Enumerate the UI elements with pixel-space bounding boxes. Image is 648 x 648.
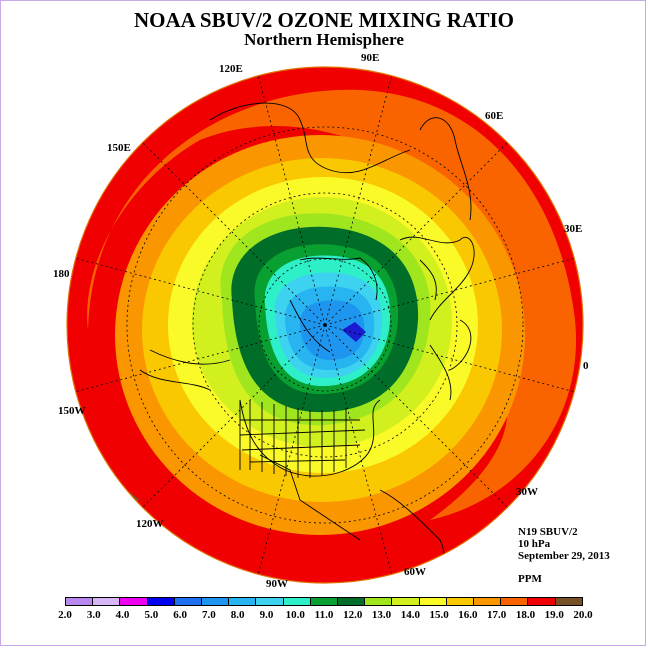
colorbar-tick-label: 11.0 bbox=[314, 609, 334, 621]
colorbar-swatch bbox=[283, 598, 311, 605]
lon-label-30w: 30W bbox=[516, 486, 538, 498]
colorbar-tick-label: 4.0 bbox=[115, 609, 130, 621]
contour-band-5-6-max bbox=[342, 322, 366, 342]
colorbar-swatch bbox=[419, 598, 447, 605]
colorbar-swatch bbox=[338, 598, 366, 605]
colorbar-tick-label: 18.0 bbox=[515, 609, 536, 621]
colorbar-tick-label: 9.0 bbox=[259, 609, 274, 621]
lon-label-150w: 150W bbox=[58, 405, 86, 417]
longitude-meridians bbox=[75, 75, 575, 575]
colorbar-tick-label: 13.0 bbox=[371, 609, 392, 621]
colorbar-swatch bbox=[66, 598, 94, 605]
colorbar bbox=[65, 597, 583, 606]
lon-label-180: 180 bbox=[53, 268, 70, 280]
lon-label-120e: 120E bbox=[219, 63, 243, 75]
colorbar-ticks: 2.0 3.0 4.0 5.0 6.0 7.0 8.0 9.0 10.0 11.0 12.0 13.0… bbox=[58, 609, 593, 623]
colorbar-tick-label: 15.0 bbox=[429, 609, 449, 621]
colorbar-swatch bbox=[93, 598, 121, 605]
meridian-line bbox=[324, 324, 575, 393]
colorbar-swatch bbox=[202, 598, 230, 605]
lon-label-120w: 120W bbox=[136, 518, 164, 530]
colorbar-swatch bbox=[501, 598, 529, 605]
colorbar-tick-label: 14.0 bbox=[400, 609, 420, 621]
units-label: PPM bbox=[518, 573, 542, 585]
chart-title: NOAA SBUV/2 OZONE MIXING RATIO bbox=[134, 8, 514, 32]
colorbar-tick-label: 12.0 bbox=[343, 609, 363, 621]
colorbar-swatch bbox=[120, 598, 148, 605]
lon-label-60w: 60W bbox=[404, 566, 426, 578]
latitude-circles bbox=[126, 126, 524, 524]
colorbar-swatch bbox=[174, 598, 203, 605]
meridian-line bbox=[324, 324, 508, 508]
contour-band-6-7 bbox=[300, 300, 365, 360]
colorbar-tick-label: 2.0 bbox=[58, 609, 72, 621]
colorbar-tick-label: 10.0 bbox=[285, 609, 305, 621]
colorbar-tick-label: 7.0 bbox=[202, 609, 216, 621]
chart-subtitle: Northern Hemisphere bbox=[244, 30, 404, 49]
colorbar-swatch bbox=[229, 598, 257, 605]
satellite-label: N19 SBUV/2 bbox=[518, 526, 578, 538]
colorbar-swatch bbox=[392, 598, 420, 605]
colorbar-tick-label: 8.0 bbox=[230, 609, 245, 621]
colorbar-tick-label: 3.0 bbox=[86, 609, 101, 621]
coastlines bbox=[139, 102, 475, 583]
map-boundary bbox=[66, 66, 584, 584]
pressure-level-label: 10 hPa bbox=[518, 538, 551, 550]
colorbar-tick-label: 19.0 bbox=[544, 609, 564, 621]
colorbar-tick-label: 5.0 bbox=[144, 609, 159, 621]
colorbar-swatch bbox=[528, 598, 556, 605]
meridian-line bbox=[142, 324, 326, 508]
meridian-line bbox=[142, 142, 326, 326]
meridian-line bbox=[324, 257, 575, 326]
lon-label-30e: 30E bbox=[564, 223, 583, 235]
lon-label-90w: 90W bbox=[266, 578, 288, 590]
colorbar-tick-label: 17.0 bbox=[487, 609, 507, 621]
colorbar-swatch bbox=[310, 598, 339, 605]
colorbar-swatch bbox=[446, 598, 475, 605]
lon-label-60e: 60E bbox=[485, 110, 504, 122]
colorbar-swatch bbox=[365, 598, 393, 605]
date-label: September 29, 2013 bbox=[518, 550, 610, 562]
lon-label-90e: 90E bbox=[361, 52, 380, 64]
colorbar-tick-label: 20.0 bbox=[573, 609, 593, 621]
colorbar-tick-label: 16.0 bbox=[458, 609, 478, 621]
meridian-line bbox=[324, 142, 508, 326]
colorbar-tick-label: 6.0 bbox=[173, 609, 187, 621]
lon-label-0: 0 bbox=[583, 360, 589, 372]
colorbar-swatch bbox=[555, 598, 582, 605]
meridian-line bbox=[324, 324, 393, 575]
colorbar-swatch bbox=[474, 598, 502, 605]
colorbar-swatch bbox=[147, 598, 175, 605]
lon-label-150e: 150E bbox=[107, 142, 131, 154]
meridian-line bbox=[257, 324, 326, 575]
colorbar-swatch bbox=[256, 598, 284, 605]
